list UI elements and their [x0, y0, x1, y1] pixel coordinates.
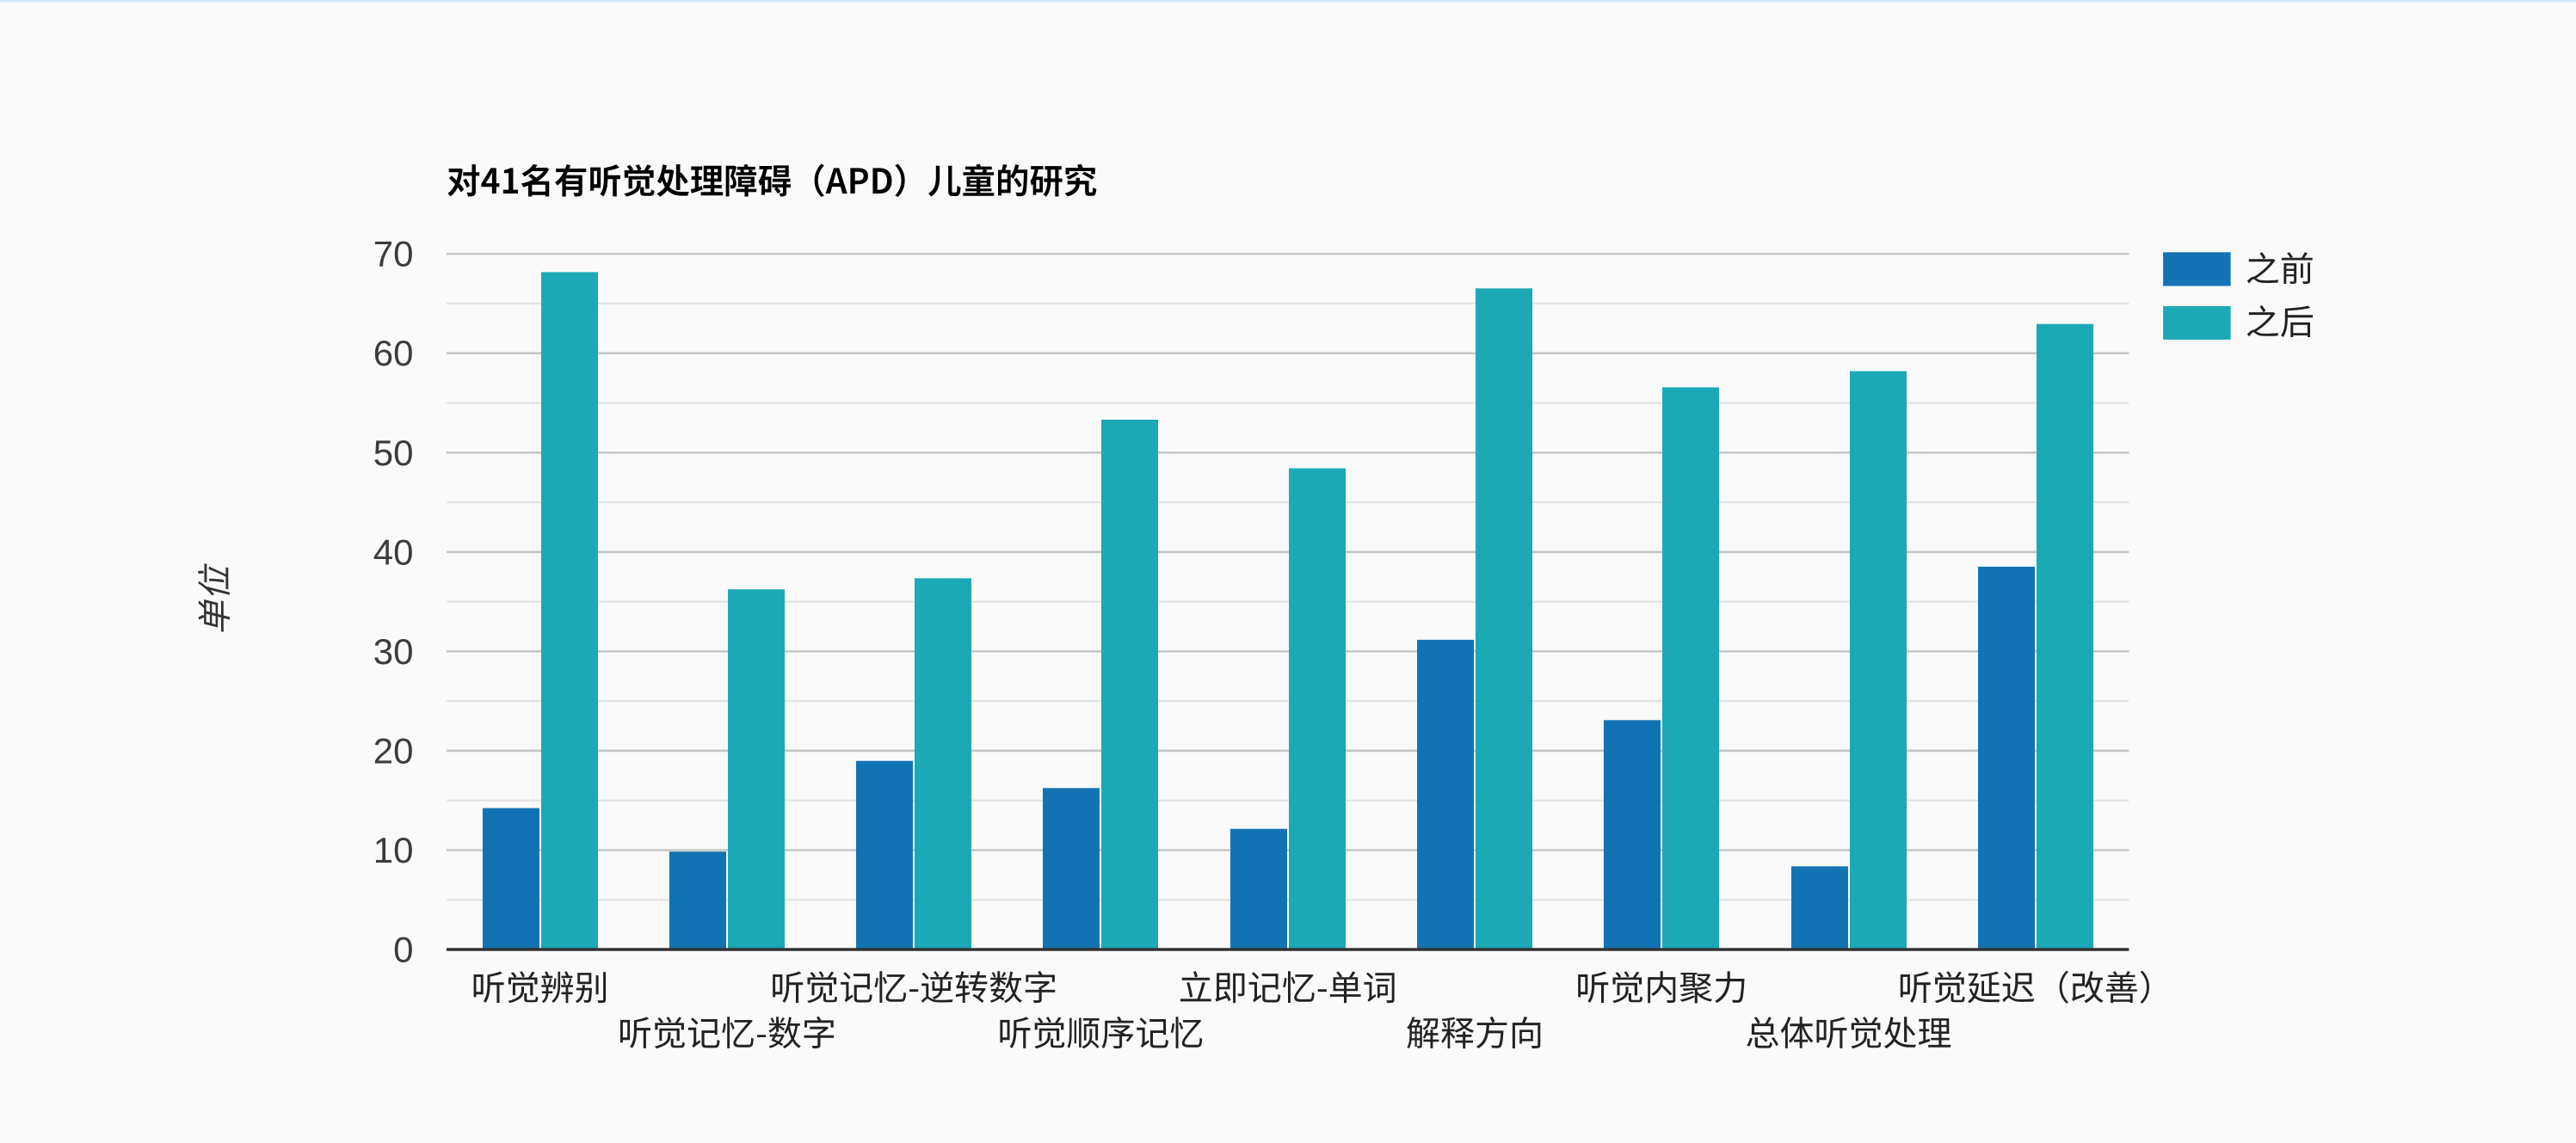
svg-text:40: 40 — [373, 532, 414, 572]
svg-text:10: 10 — [373, 830, 414, 870]
svg-text:50: 50 — [373, 433, 414, 473]
svg-text:70: 70 — [373, 234, 414, 274]
svg-text:20: 20 — [373, 730, 414, 771]
svg-text:60: 60 — [373, 333, 414, 373]
svg-text:30: 30 — [373, 631, 414, 672]
svg-text:0: 0 — [393, 930, 413, 970]
